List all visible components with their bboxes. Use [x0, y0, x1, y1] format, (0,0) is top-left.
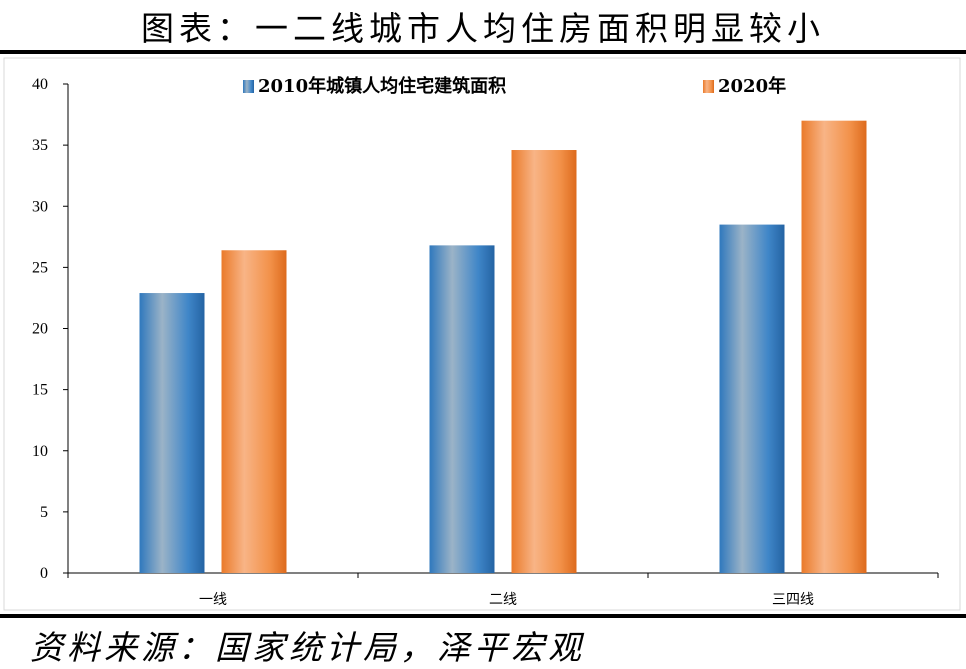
y-tick-label: 25	[32, 259, 48, 276]
page-title: 图表：一二线城市人均住房面积明显较小	[141, 9, 825, 48]
bar-2020	[801, 120, 867, 574]
bottom-divider	[0, 614, 966, 618]
y-tick-label: 5	[40, 504, 48, 521]
bar-2020	[511, 150, 577, 573]
y-tick-label: 40	[32, 76, 48, 93]
chart-border	[3, 57, 961, 611]
source-note: 资料来源：国家统计局，泽平宏观	[30, 628, 585, 667]
y-tick-label: 0	[40, 565, 48, 582]
y-tick-label: 30	[32, 198, 48, 215]
y-tick-label: 20	[32, 321, 48, 338]
x-tick-label: 三四线	[772, 592, 814, 608]
y-tick-label: 35	[32, 137, 48, 154]
bar-2010	[429, 245, 495, 573]
legend-label: 2020年	[718, 75, 786, 97]
legend-label: 2010年城镇人均住宅建筑面积	[258, 75, 506, 97]
legend-swatch	[243, 80, 254, 93]
y-tick-label: 10	[32, 443, 48, 460]
x-tick-label: 一线	[199, 592, 227, 608]
bar-chart: 0 5 10 15 20 25 30 35 40 一线 二线 三四线 2010年城镇人均住宅建筑面积 20…	[3, 57, 961, 611]
legend-swatch	[703, 80, 714, 93]
bar-2020	[221, 250, 287, 573]
y-tick-label: 15	[32, 382, 48, 399]
bar-2010	[719, 224, 785, 573]
plot-area: 0 5 10 15 20 25 30 35 40 一线 二线 三四线 2010年城镇人均住宅建筑面积 20…	[3, 57, 961, 611]
bar-2010	[139, 293, 205, 573]
x-tick-label: 二线	[489, 592, 517, 608]
top-divider	[0, 50, 966, 54]
